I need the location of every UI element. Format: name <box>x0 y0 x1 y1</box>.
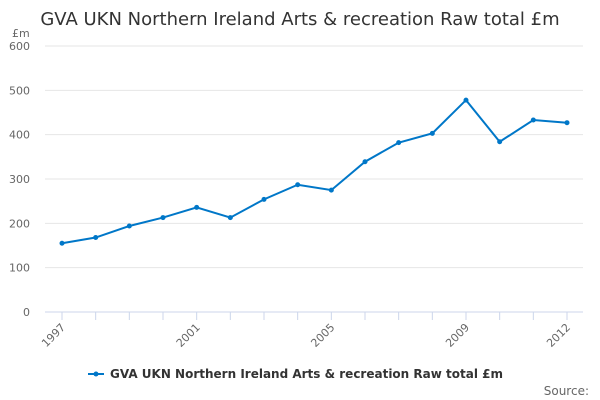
data-point <box>530 117 536 123</box>
x-tick-label: 1997 <box>39 321 68 350</box>
x-tick-label: 2012 <box>544 321 573 350</box>
y-tick-label: 200 <box>9 217 30 230</box>
data-point <box>295 182 301 188</box>
y-tick-label: 300 <box>9 173 30 186</box>
y-axis-ticks: 0 100 200 300 400 500 600 <box>9 40 30 319</box>
data-point <box>160 215 166 221</box>
series-line <box>61 98 568 245</box>
y-tick-label: 600 <box>9 40 30 53</box>
gridlines <box>45 45 583 313</box>
y-axis-label: £m <box>12 27 30 40</box>
x-tick-label: 2009 <box>443 321 472 350</box>
y-tick-label: 0 <box>23 306 30 319</box>
data-point <box>429 130 435 136</box>
chart-title: GVA UKN Northern Ireland Arts & recreati… <box>40 9 559 30</box>
data-point <box>497 139 503 145</box>
x-tick-label: 2001 <box>174 321 203 350</box>
y-tick-label: 100 <box>9 262 30 275</box>
legend[interactable]: GVA UKN Northern Ireland Arts & recreati… <box>88 367 503 381</box>
source-credit[interactable]: Source: <box>544 384 589 398</box>
data-point <box>126 223 132 229</box>
data-point <box>328 187 334 193</box>
data-point <box>396 140 402 146</box>
data-point <box>59 240 65 246</box>
series-group <box>59 97 570 246</box>
x-tick-label: 2005 <box>308 321 337 350</box>
data-point <box>261 196 267 202</box>
legend-marker-icon <box>93 371 99 377</box>
data-point <box>194 204 200 210</box>
data-point <box>93 235 99 241</box>
data-point <box>362 159 368 165</box>
data-point <box>564 120 570 126</box>
data-point <box>227 215 233 221</box>
y-tick-label: 500 <box>9 84 30 97</box>
data-point <box>463 97 469 103</box>
x-axis-ticks: 1997 2001 2005 2009 2012 <box>39 312 573 350</box>
legend-label: GVA UKN Northern Ireland Arts & recreati… <box>110 367 503 381</box>
y-tick-label: 400 <box>9 129 30 142</box>
